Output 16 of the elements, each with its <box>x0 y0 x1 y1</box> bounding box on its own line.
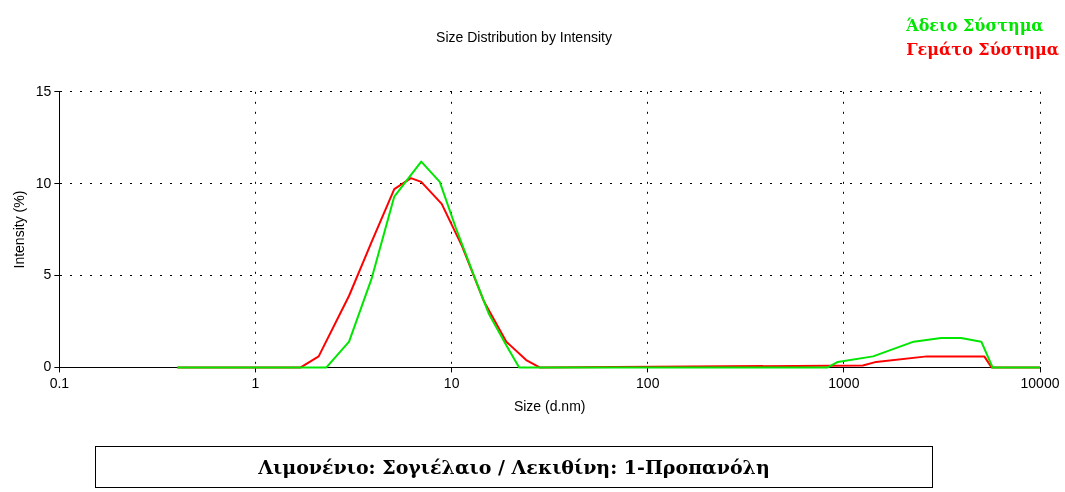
y-axis-title: Intensity (%) <box>11 190 28 269</box>
x-tick-label: 10 <box>443 374 460 391</box>
text: Λιμονένιο: Σογιέλαιο / Λεκιθίνη: 1-Προπανόλη <box>95 446 933 488</box>
text: Γεμάτο Σύστημα <box>906 39 1059 61</box>
text: Άδειο Σύστημα <box>906 15 1045 37</box>
y-tick-label: 5 <box>43 266 52 283</box>
y-tick-label: 15 <box>35 82 52 99</box>
x-tick-label: 10000 <box>1020 374 1060 391</box>
x-axis-title: Size (d.nm) <box>513 398 586 415</box>
chart-title: Size Distribution by Intensity <box>436 29 612 46</box>
y-tick-label: 10 <box>35 174 52 191</box>
x-tick-label: 0.1 <box>49 374 70 391</box>
x-tick-label: 100 <box>636 374 660 391</box>
x-tick-label: 1000 <box>828 374 860 391</box>
x-tick-label: 1 <box>251 374 260 391</box>
y-tick-label: 0 <box>43 358 52 375</box>
